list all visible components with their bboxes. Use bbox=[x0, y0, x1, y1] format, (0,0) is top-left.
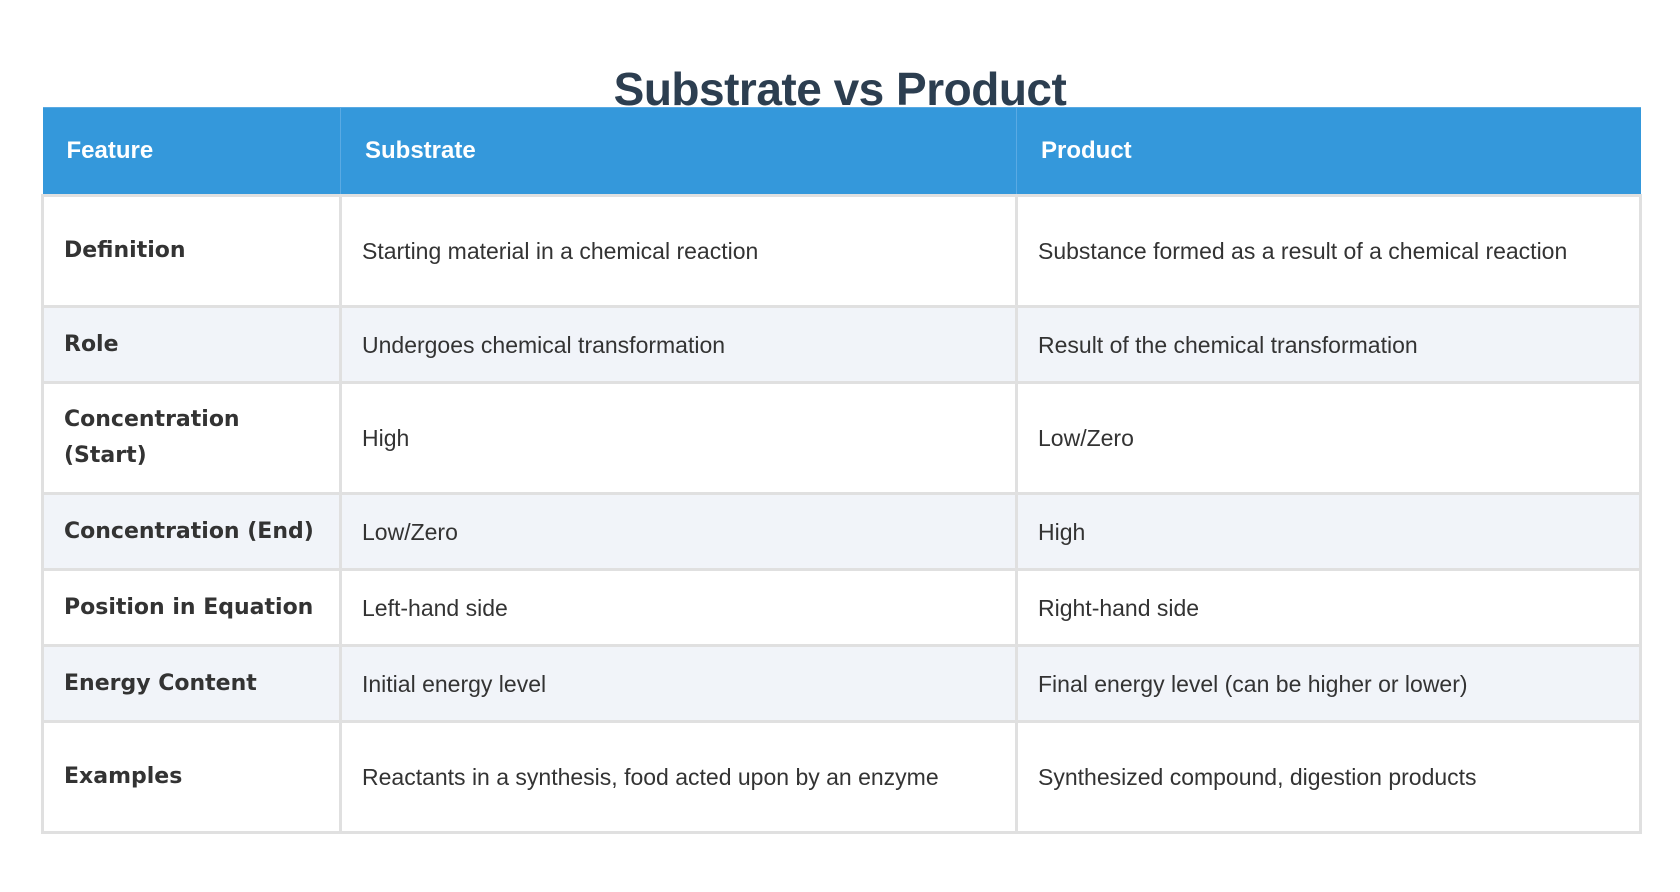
comparison-table: Feature Substrate Product Definition Sta… bbox=[41, 107, 1642, 834]
column-header-feature: Feature bbox=[42, 107, 341, 196]
substrate-cell: Low/Zero bbox=[339, 492, 1018, 571]
comparison-table-container: Feature Substrate Product Definition Sta… bbox=[41, 107, 1642, 834]
column-header-substrate: Substrate bbox=[340, 107, 1017, 196]
substrate-cell: Undergoes chemical transformation bbox=[339, 305, 1018, 384]
column-header-product: Product bbox=[1016, 107, 1641, 196]
feature-cell: Energy Content bbox=[41, 644, 342, 723]
substrate-cell: Reactants in a synthesis, food acted upo… bbox=[339, 720, 1018, 834]
table-row: Position in Equation Left-hand side Righ… bbox=[41, 568, 1642, 647]
product-cell: Synthesized compound, digestion products bbox=[1015, 720, 1642, 834]
substrate-cell: Left-hand side bbox=[339, 568, 1018, 647]
page-title: Substrate vs Product bbox=[613, 62, 1067, 115]
product-cell: Right-hand side bbox=[1015, 568, 1642, 647]
product-cell: Final energy level (can be higher or low… bbox=[1015, 644, 1642, 723]
table-row: Role Undergoes chemical transformation R… bbox=[41, 305, 1642, 384]
substrate-cell: Starting material in a chemical reaction bbox=[339, 194, 1018, 308]
substrate-cell: Initial energy level bbox=[339, 644, 1018, 723]
table-header: Feature Substrate Product bbox=[42, 107, 1641, 196]
product-cell: Low/Zero bbox=[1015, 381, 1642, 495]
feature-cell: Concentration (Start) bbox=[41, 381, 342, 495]
product-cell: High bbox=[1015, 492, 1642, 571]
feature-cell: Examples bbox=[41, 720, 342, 834]
table-row: Concentration (Start) High Low/Zero bbox=[41, 381, 1642, 495]
product-cell: Result of the chemical transformation bbox=[1015, 305, 1642, 384]
header-row: Feature Substrate Product bbox=[42, 107, 1641, 196]
product-cell: Substance formed as a result of a chemic… bbox=[1015, 194, 1642, 308]
table-row: Definition Starting material in a chemic… bbox=[41, 194, 1642, 308]
table-row: Energy Content Initial energy level Fina… bbox=[41, 644, 1642, 723]
feature-cell: Definition bbox=[41, 194, 342, 308]
feature-cell: Role bbox=[41, 305, 342, 384]
feature-cell: Position in Equation bbox=[41, 568, 342, 647]
table-row: Examples Reactants in a synthesis, food … bbox=[41, 720, 1642, 834]
feature-cell: Concentration (End) bbox=[41, 492, 342, 571]
table-body: Definition Starting material in a chemic… bbox=[41, 194, 1642, 834]
substrate-cell: High bbox=[339, 381, 1018, 495]
table-row: Concentration (End) Low/Zero High bbox=[41, 492, 1642, 571]
